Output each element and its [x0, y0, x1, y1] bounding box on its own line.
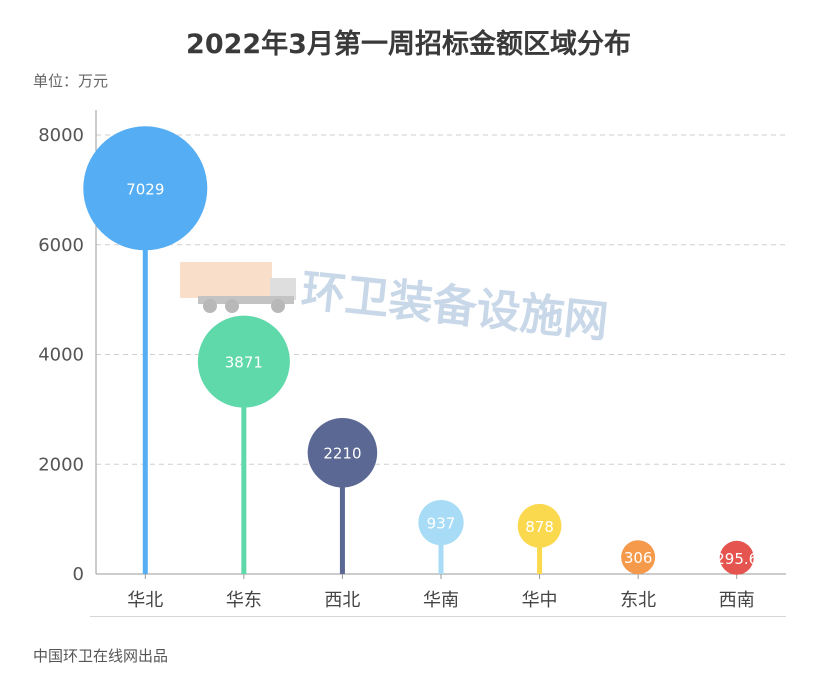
y-tick-label: 2000: [38, 454, 84, 475]
data-bubble: [307, 417, 378, 488]
x-tick-label: 华南: [423, 590, 459, 611]
y-tick-label: 0: [73, 564, 84, 585]
watermark-text: 环卫装备设施网: [299, 265, 611, 348]
data-label: 3871: [225, 354, 263, 372]
data-label: 937: [427, 515, 456, 533]
data-label: 878: [525, 518, 554, 536]
data-bubble: [719, 540, 754, 575]
data-bubble: [83, 126, 208, 251]
data-label: 306: [624, 549, 653, 567]
y-tick-label: 6000: [38, 235, 84, 256]
y-tick-label: 4000: [38, 345, 84, 366]
x-tick-label: 东北: [620, 590, 656, 611]
x-tick-label: 华东: [226, 590, 262, 611]
data-bubble: [197, 315, 290, 408]
x-tick-label: 西北: [324, 590, 360, 611]
footer-divider: [90, 616, 786, 617]
data-label: 2210: [323, 445, 361, 463]
data-label: 295.6: [715, 550, 758, 568]
source-label: 中国环卫在线网出品: [33, 647, 169, 665]
data-bubble: [621, 540, 656, 575]
data-bubble: [517, 503, 562, 548]
x-tick-label: 西南: [719, 590, 755, 611]
x-tick-label: 华中: [522, 590, 558, 611]
chart-title: 2022年3月第一周招标金额区域分布: [186, 29, 631, 60]
garbage-truck-icon: [180, 262, 296, 313]
y-tick-label: 8000: [38, 125, 84, 146]
data-bubble: [418, 499, 464, 546]
x-tick-label: 华北: [127, 590, 163, 611]
unit-label: 单位：万元: [33, 72, 109, 90]
data-label: 7029: [126, 180, 164, 198]
